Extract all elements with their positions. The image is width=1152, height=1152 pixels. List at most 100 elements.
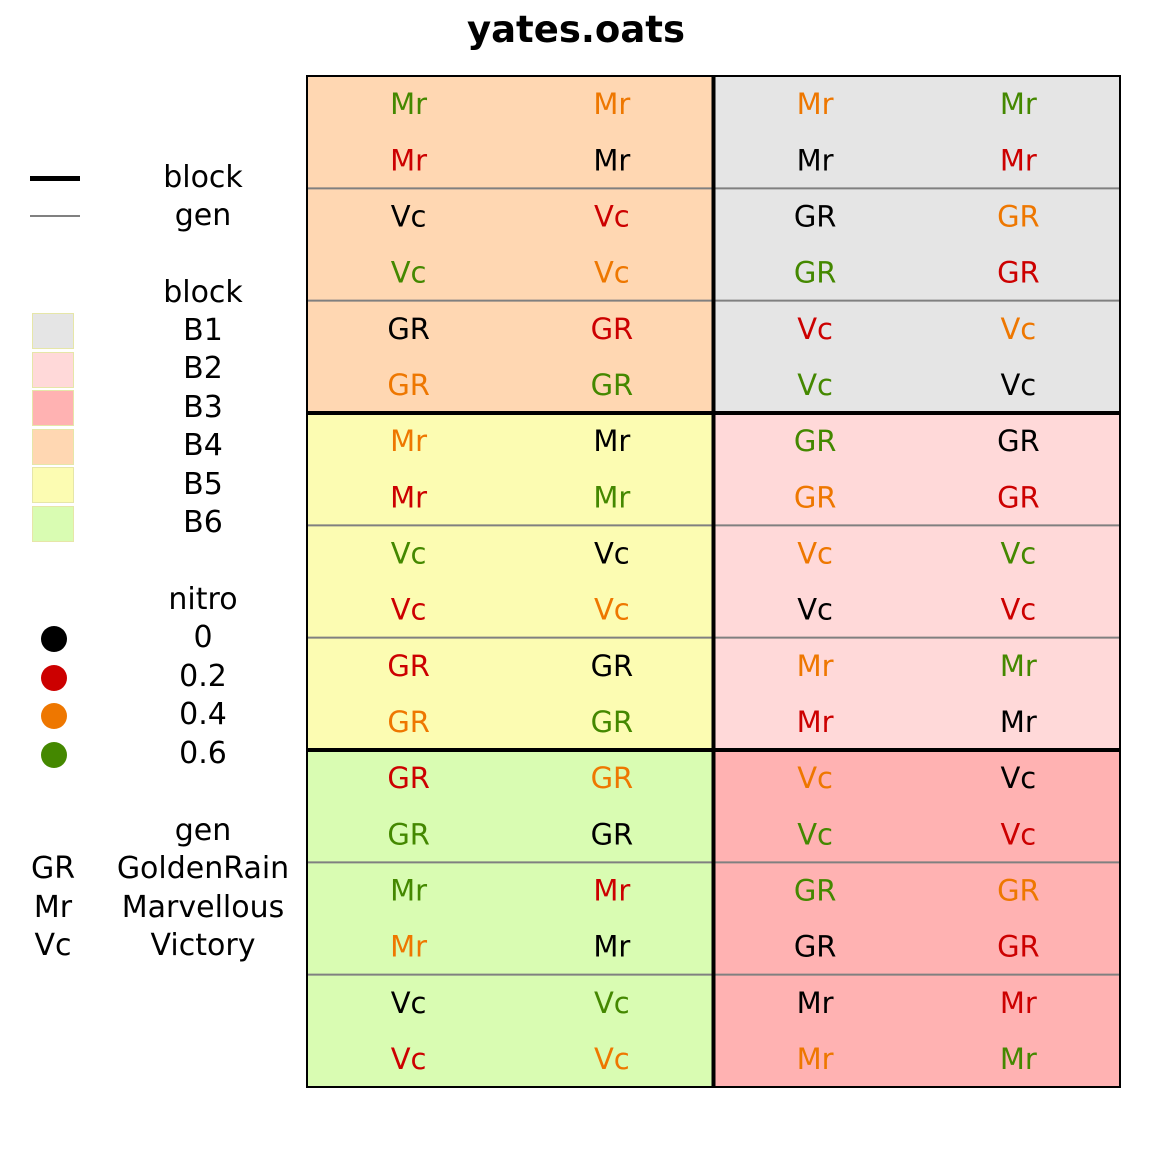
plot-label: Vc — [391, 986, 427, 1020]
plot-label: Mr — [797, 649, 834, 683]
plot-label: Mr — [1000, 143, 1037, 177]
plot-label: Mr — [390, 87, 427, 121]
legend-gen-abbr: GR — [30, 851, 76, 886]
plot-label: GR — [794, 930, 837, 964]
plot-label: GR — [794, 424, 837, 458]
legend-gen-line — [30, 215, 80, 217]
plot-label: Mr — [797, 143, 834, 177]
plot-label: GR — [387, 817, 430, 851]
plot-label: GR — [794, 480, 837, 514]
plot-label: Mr — [593, 480, 630, 514]
legend-block-swatch — [32, 313, 74, 349]
plot-label: Mr — [797, 705, 834, 739]
block-region — [713, 413, 1120, 750]
legend-block-swatch — [32, 467, 74, 503]
plot-label: GR — [794, 873, 837, 907]
plot-label: Mr — [593, 930, 630, 964]
plot-label: Vc — [391, 199, 427, 233]
legend-gen-line-label: gen — [174, 198, 232, 233]
plot-label: GR — [387, 649, 430, 683]
legend-block-label: B6 — [183, 505, 223, 540]
plot-label: Mr — [1000, 986, 1037, 1020]
plot-label: GR — [591, 761, 634, 795]
plot-label: GR — [387, 761, 430, 795]
plot-label: Vc — [391, 593, 427, 627]
plot-label: Mr — [593, 143, 630, 177]
plot-label: Mr — [390, 930, 427, 964]
plot-label: Mr — [797, 87, 834, 121]
block-region — [713, 76, 1120, 413]
plot-label: Vc — [594, 1042, 630, 1076]
plot-title: yates.oats — [466, 8, 686, 51]
legend-nitro-label: 0.2 — [179, 659, 227, 694]
legend-block-label: B3 — [183, 390, 223, 425]
legend-nitro-label: 0 — [193, 620, 213, 655]
plot-label: Mr — [1000, 705, 1037, 739]
legend-block-line-label: block — [163, 160, 243, 195]
legend-gen-label: Victory — [150, 928, 256, 963]
plot-label: Vc — [797, 368, 833, 402]
legend-nitro-label: 0.6 — [179, 736, 227, 771]
plot-label: GR — [997, 873, 1040, 907]
plot-label: Vc — [594, 536, 630, 570]
plot-label: Mr — [390, 424, 427, 458]
plot-label: Vc — [391, 1042, 427, 1076]
plot-label: Vc — [1000, 817, 1036, 851]
plot-label: GR — [387, 705, 430, 739]
plot-label: GR — [591, 817, 634, 851]
plot-label: Mr — [1000, 87, 1037, 121]
legend-block-swatch — [32, 352, 74, 388]
plot-label: GR — [794, 199, 837, 233]
plot-label: Mr — [797, 1042, 834, 1076]
plot-label: Vc — [594, 199, 630, 233]
plot-label: Vc — [594, 256, 630, 290]
plot-label: Vc — [1000, 312, 1036, 346]
plot-label: GR — [794, 256, 837, 290]
legend-block-label: B5 — [183, 467, 223, 502]
legend-block-title: block — [163, 275, 243, 310]
plot-label: Mr — [390, 873, 427, 907]
plot-label: GR — [591, 649, 634, 683]
plot-label: GR — [997, 930, 1040, 964]
legend-nitro-label: 0.4 — [179, 697, 227, 732]
plot-label: Vc — [1000, 536, 1036, 570]
legend-block-label: B2 — [183, 351, 223, 386]
plot-label: Mr — [593, 87, 630, 121]
plot-label: GR — [997, 480, 1040, 514]
plot-label: Vc — [797, 761, 833, 795]
block-region — [713, 750, 1120, 1087]
legend-gen-label: Marvellous — [121, 890, 285, 925]
plot-label: Mr — [593, 424, 630, 458]
plot-label: Mr — [390, 143, 427, 177]
plot-label: Vc — [1000, 368, 1036, 402]
plot-label: Vc — [594, 593, 630, 627]
plot-label: Vc — [1000, 593, 1036, 627]
legend-block-swatch — [32, 506, 74, 542]
plot-label: Mr — [797, 986, 834, 1020]
plot-label: Mr — [1000, 649, 1037, 683]
plot-label: Vc — [391, 256, 427, 290]
plot-label: Mr — [1000, 1042, 1037, 1076]
legend-block-swatch — [32, 390, 74, 426]
plot-label: GR — [591, 368, 634, 402]
legend-nitro-dot — [41, 665, 67, 691]
plot-label: Vc — [594, 986, 630, 1020]
legend-block-label: B4 — [183, 428, 223, 463]
legend-block-line — [30, 176, 80, 181]
plot-label: Vc — [797, 312, 833, 346]
plot-label: Vc — [797, 536, 833, 570]
plot-label: GR — [387, 368, 430, 402]
legend-block-swatch — [32, 429, 74, 465]
plot-label: Vc — [797, 593, 833, 627]
legend-block-label: B1 — [183, 313, 223, 348]
plot-label: GR — [591, 705, 634, 739]
plot-label: GR — [591, 312, 634, 346]
legend-gen-abbr: Vc — [34, 928, 72, 963]
plot-label: GR — [997, 199, 1040, 233]
legend-nitro-dot — [41, 626, 67, 652]
plot-label: Vc — [391, 536, 427, 570]
plot-label: Vc — [1000, 761, 1036, 795]
block-region — [307, 413, 714, 750]
plot-label: GR — [997, 256, 1040, 290]
